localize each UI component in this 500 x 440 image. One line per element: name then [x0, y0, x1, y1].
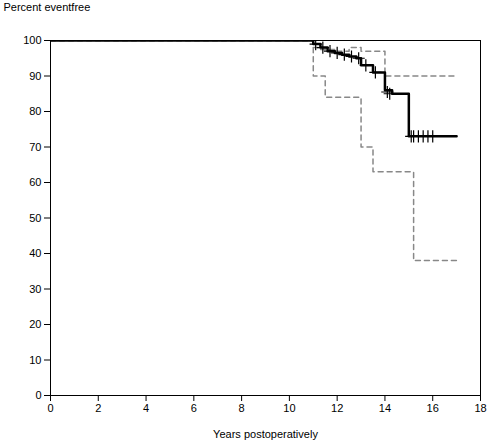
svg-text:Percent eventfree: Percent eventfree	[4, 1, 91, 13]
svg-text:80: 80	[29, 105, 41, 117]
svg-text:70: 70	[29, 141, 41, 153]
svg-text:16: 16	[427, 402, 439, 414]
svg-text:60: 60	[29, 176, 41, 188]
svg-text:10: 10	[29, 354, 41, 366]
svg-text:90: 90	[29, 70, 41, 82]
svg-text:100: 100	[23, 34, 41, 46]
svg-text:30: 30	[29, 283, 41, 295]
svg-text:18: 18	[474, 402, 486, 414]
svg-text:0: 0	[47, 402, 53, 414]
svg-text:14: 14	[379, 402, 391, 414]
svg-text:12: 12	[331, 402, 343, 414]
svg-text:4: 4	[143, 402, 149, 414]
svg-text:0: 0	[35, 389, 41, 401]
svg-text:8: 8	[239, 402, 245, 414]
svg-text:40: 40	[29, 247, 41, 259]
svg-text:Years postoperatively: Years postoperatively	[213, 428, 318, 440]
svg-text:50: 50	[29, 212, 41, 224]
svg-text:2: 2	[95, 402, 101, 414]
svg-text:10: 10	[283, 402, 295, 414]
svg-text:6: 6	[191, 402, 197, 414]
svg-text:20: 20	[29, 318, 41, 330]
